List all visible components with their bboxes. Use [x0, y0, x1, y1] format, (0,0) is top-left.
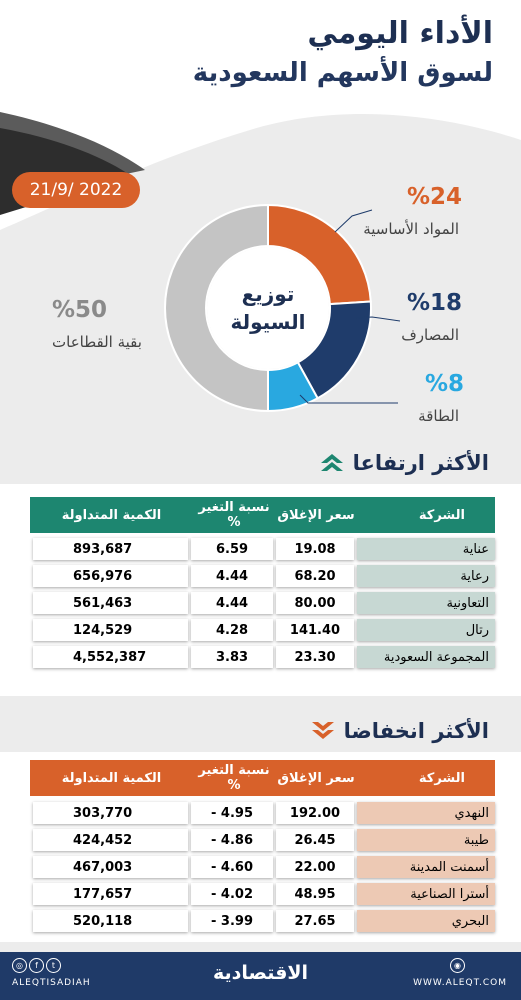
volume-cell: 467,003 — [33, 856, 188, 878]
change-cell: 4.86 - — [191, 829, 273, 851]
change-cell: 4.02 - — [191, 883, 273, 905]
table-row: رعاية 68.20 4.44 656,976 — [30, 565, 495, 587]
donut-hole — [207, 247, 329, 369]
change-cell: 4.44 — [191, 592, 273, 614]
center-label-line2: السيولة — [230, 310, 305, 334]
company-cell: النهدي — [357, 802, 495, 824]
slice-label-energy: الطاقة — [418, 407, 459, 425]
close-price-cell: 23.30 — [276, 646, 354, 668]
losers-table-header: الشركة سعر الإغلاق نسبة التغير % الكمية … — [30, 760, 495, 796]
slice-value-banks: %18 — [407, 290, 463, 316]
company-cell: المجموعة السعودية — [357, 646, 495, 668]
col-close: سعر الإغلاق — [277, 507, 355, 523]
facebook-icon[interactable]: f — [29, 958, 44, 973]
company-cell: التعاونية — [357, 592, 495, 614]
change-cell: 3.99 - — [191, 910, 273, 932]
col-change: نسبة التغير % — [198, 500, 270, 530]
volume-cell: 520,118 — [33, 910, 188, 932]
company-cell: أسمنت المدينة — [357, 856, 495, 878]
page-title: الأداء اليومي — [307, 16, 493, 51]
up-arrows-icon — [320, 454, 343, 471]
close-price-cell: 80.00 — [276, 592, 354, 614]
company-cell: رتال — [357, 619, 495, 641]
gainers-title: الأكثر ارتفاعا — [352, 451, 489, 475]
center-label-line1: توزيع — [242, 282, 295, 306]
instagram-icon[interactable]: ◎ — [12, 958, 27, 973]
company-cell: عناية — [357, 538, 495, 560]
losers-heading: الأكثر انخفاضا — [310, 719, 489, 743]
website-link[interactable]: WWW.ALEQT.COM — [413, 978, 507, 988]
volume-cell: 4,552,387 — [33, 646, 188, 668]
change-cell: 6.59 — [191, 538, 273, 560]
company-cell: البحري — [357, 910, 495, 932]
page-subtitle: لسوق الأسهم السعودية — [192, 58, 493, 88]
table-row: النهدي 192.00 4.95 -303,770 — [30, 802, 495, 824]
change-cell: 4.28 — [191, 619, 273, 641]
leader-line-energy — [299, 394, 398, 404]
volume-cell: 124,529 — [33, 619, 188, 641]
company-cell: رعاية — [357, 565, 495, 587]
slice-label-others: بقية القطاعات — [52, 333, 142, 351]
slice-others — [164, 203, 269, 413]
table-row: أسترا الصناعية 48.95 4.02 -177,657 — [30, 883, 495, 905]
company-cell: أسترا الصناعية — [357, 883, 495, 905]
web-icon[interactable]: ◉ — [450, 958, 465, 973]
col-company: الشركة — [418, 507, 465, 523]
col-change: نسبة التغير % — [198, 763, 270, 793]
slice-label-banks: المصارف — [401, 326, 459, 344]
volume-cell: 656,976 — [33, 565, 188, 587]
footer-bar: ◎ f t ALEQTISADIAH الاقتصادية ◉ WWW.ALEQ… — [0, 952, 521, 1000]
col-volume: الكمية المتداولة — [61, 770, 162, 786]
table-row: عناية 19.08 6.59 893,687 — [30, 538, 495, 560]
gainers-heading: الأكثر ارتفاعا — [319, 451, 489, 475]
social-handle[interactable]: ALEQTISADIAH — [12, 978, 91, 988]
table-row: البحري 27.65 3.99 -520,118 — [30, 910, 495, 932]
col-company: الشركة — [418, 770, 465, 786]
slice-value-materials: %24 — [407, 184, 463, 210]
close-price-cell: 19.08 — [276, 538, 354, 560]
close-price-cell: 192.00 — [276, 802, 354, 824]
table-row: المجموعة السعودية 23.30 3.83 4,552,387 — [30, 646, 495, 668]
close-price-cell: 27.65 — [276, 910, 354, 932]
change-cell: 3.83 — [191, 646, 273, 668]
losers-title: الأكثر انخفاضا — [343, 719, 489, 743]
table-row: أسمنت المدينة 22.00 4.60 -467,003 — [30, 856, 495, 878]
volume-cell: 177,657 — [33, 883, 188, 905]
slice-value-energy: %8 — [425, 371, 465, 397]
table-row: التعاونية 80.00 4.44 561,463 — [30, 592, 495, 614]
close-price-cell: 26.45 — [276, 829, 354, 851]
close-price-cell: 68.20 — [276, 565, 354, 587]
leader-line-materials — [334, 209, 373, 233]
leader-line-banks — [354, 316, 401, 322]
close-price-cell: 141.40 — [276, 619, 354, 641]
liquidity-donut-chart: توزيع السيولة — [164, 203, 401, 413]
volume-cell: 424,452 — [33, 829, 188, 851]
col-volume: الكمية المتداولة — [61, 507, 162, 523]
brand-logo: الاقتصادية — [212, 962, 309, 984]
date-badge: 21/9/ 2022 — [12, 172, 140, 208]
close-price-cell: 22.00 — [276, 856, 354, 878]
gainers-table-header: الشركة سعر الإغلاق نسبة التغير % الكمية … — [30, 497, 495, 533]
company-cell: طيبة — [357, 829, 495, 851]
table-row: طيبة 26.45 4.86 -424,452 — [30, 829, 495, 851]
close-price-cell: 48.95 — [276, 883, 354, 905]
volume-cell: 561,463 — [33, 592, 188, 614]
twitter-icon[interactable]: t — [46, 958, 61, 973]
change-cell: 4.44 — [191, 565, 273, 587]
change-cell: 4.95 - — [191, 802, 273, 824]
change-cell: 4.60 - — [191, 856, 273, 878]
volume-cell: 303,770 — [33, 802, 188, 824]
col-close: سعر الإغلاق — [277, 770, 355, 786]
slice-value-others: %50 — [52, 297, 108, 323]
slice-label-materials: المواد الأساسية — [363, 220, 459, 238]
down-arrows-icon — [311, 722, 334, 739]
volume-cell: 893,687 — [33, 538, 188, 560]
table-row: رتال 141.40 4.28 124,529 — [30, 619, 495, 641]
